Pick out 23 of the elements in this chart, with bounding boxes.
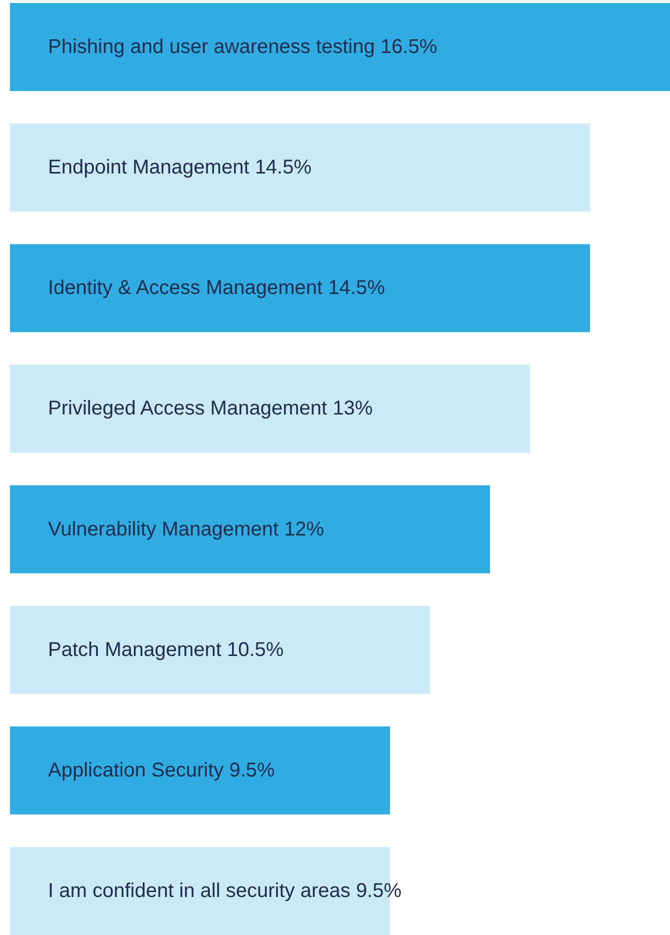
y-tick-label: Vulnerability Management xyxy=(48,518,278,540)
data-label: 9.5% xyxy=(350,880,402,902)
data-label: 13% xyxy=(327,398,373,420)
bar xyxy=(10,606,430,694)
bar xyxy=(10,124,590,212)
data-label: 14.5% xyxy=(249,156,312,179)
data-label: 10.5% xyxy=(221,638,284,661)
y-tick-label: I am confident in all security areas xyxy=(48,880,350,902)
y-tick-label: Patch Management xyxy=(48,638,222,661)
data-label: 16.5% xyxy=(374,36,438,58)
bar xyxy=(10,485,490,574)
data-label: 9.5% xyxy=(224,759,276,782)
bar xyxy=(10,364,530,453)
y-tick-label: Endpoint Management xyxy=(48,156,250,179)
bar xyxy=(10,3,670,92)
y-tick-label: Application Security xyxy=(48,759,224,782)
bar xyxy=(10,726,390,814)
y-tick-label: Phishing and user awareness testing xyxy=(48,36,375,58)
data-label: 12% xyxy=(278,518,324,540)
data-label: 14.5% xyxy=(322,277,386,300)
y-tick-label: Privileged Access Management xyxy=(48,398,328,420)
bar xyxy=(10,244,590,332)
y-tick-label: Identity & Access Management xyxy=(48,277,323,300)
